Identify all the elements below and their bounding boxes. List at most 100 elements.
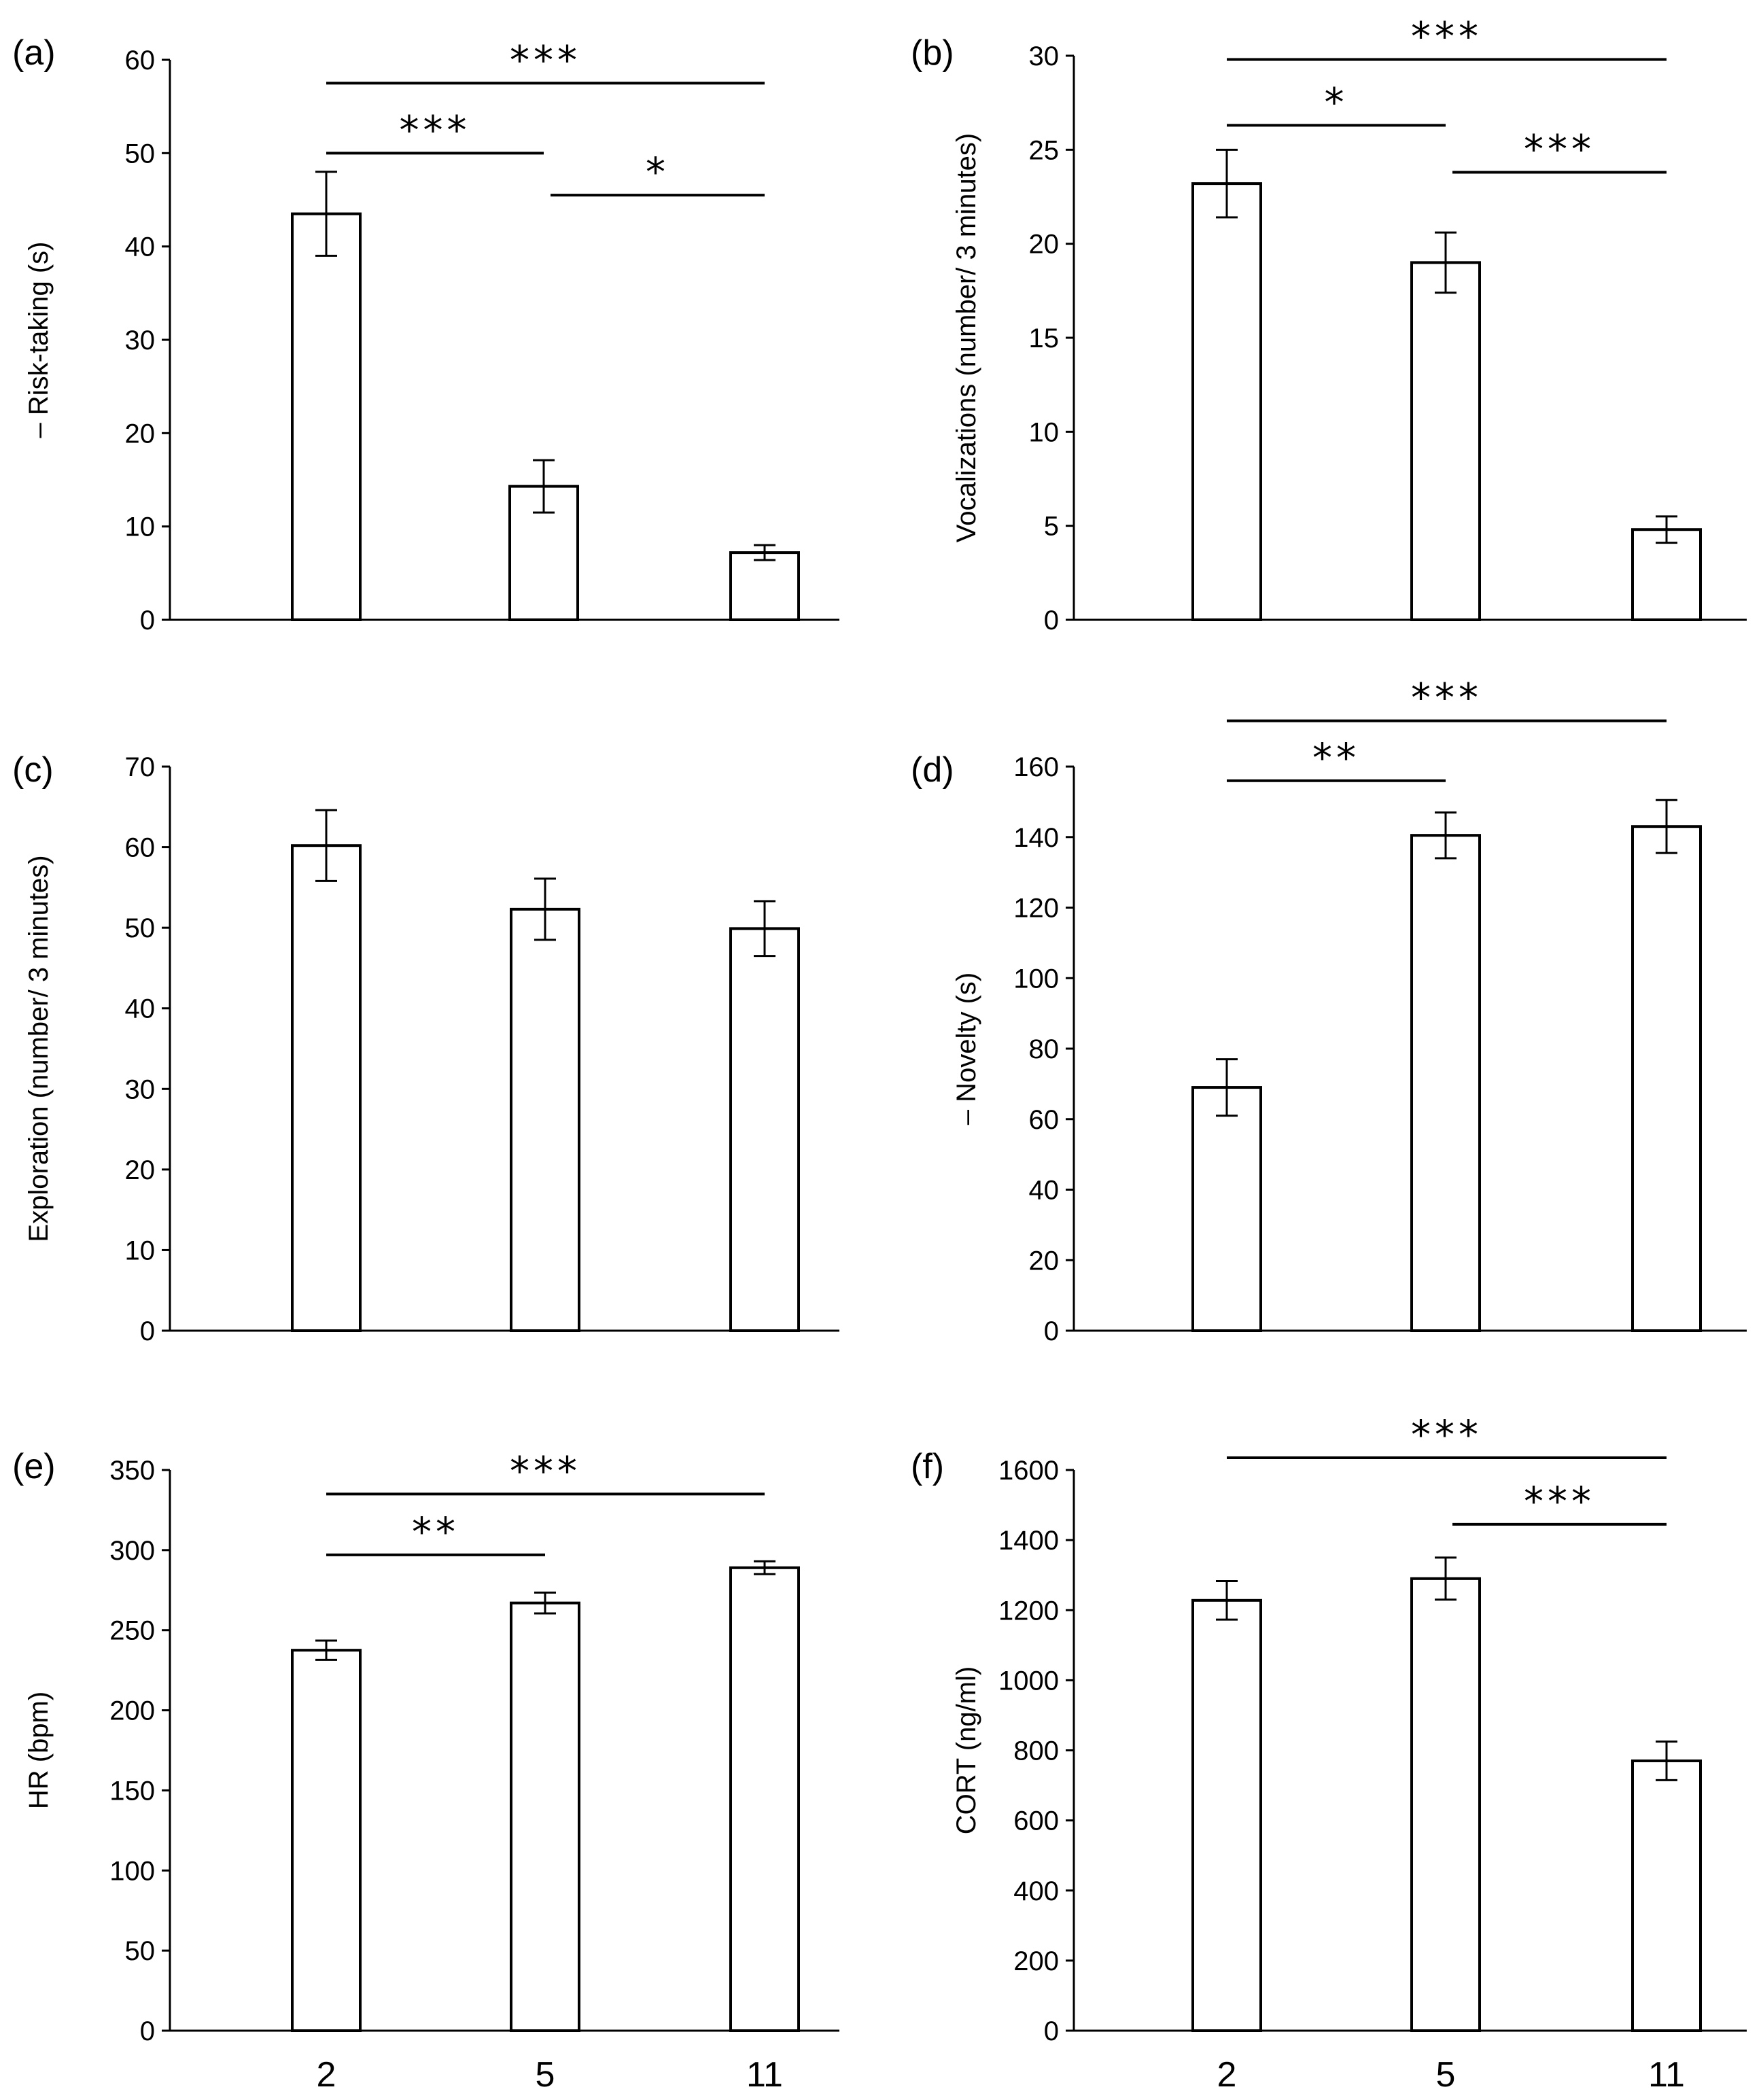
significance-stars: * xyxy=(646,149,669,195)
y-tick-label: 10 xyxy=(125,512,156,542)
y-axis-label: CORT (ng/ml) xyxy=(952,1666,981,1834)
y-tick-label: 20 xyxy=(1029,1246,1060,1276)
bar-2 xyxy=(1191,182,1262,621)
y-tick-label: 0 xyxy=(140,1316,155,1346)
y-tick-label: 60 xyxy=(125,833,156,863)
y-tick-label: 15 xyxy=(1029,323,1060,353)
chart-panel-b: (b) 0 5 10 15 20 25 30 Vocalizations (number/ 3 … xyxy=(911,14,1747,635)
significance-stars: *** xyxy=(1411,1412,1482,1458)
significance-stars: *** xyxy=(1524,126,1595,173)
y-tick-label: 50 xyxy=(125,139,156,169)
y-tick-label: 30 xyxy=(125,326,156,355)
bar-11 xyxy=(1631,1759,1702,2032)
bar-2 xyxy=(1191,1598,1262,2032)
bar-2 xyxy=(1191,1086,1262,1332)
y-tick-label: 0 xyxy=(140,606,155,635)
bar-11 xyxy=(729,551,800,621)
x-tick-label: 2 xyxy=(317,2055,336,2095)
bar-2 xyxy=(291,844,362,1332)
y-tick-label: 200 xyxy=(1013,1946,1059,1976)
y-tick-label: 0 xyxy=(140,2016,155,2046)
y-tick-label: 10 xyxy=(1029,417,1060,447)
chart-panel-f: (f) 0 200 400 600 800 1000 1200 1400 1600 CORT (ng… xyxy=(911,1412,1747,2095)
bar-5 xyxy=(1410,1577,1481,2032)
bar-11 xyxy=(1631,528,1702,622)
y-tick-label: 100 xyxy=(109,1856,155,1886)
y-tick-label: 70 xyxy=(125,752,156,782)
significance-stars: *** xyxy=(1411,14,1482,60)
bar-5 xyxy=(510,1601,580,2032)
y-tick-label: 50 xyxy=(125,913,156,943)
y-tick-label: 30 xyxy=(125,1074,156,1104)
y-axis-label: Exploration (number/ 3 minutes) xyxy=(24,855,54,1242)
y-tick-label: 10 xyxy=(125,1236,156,1265)
y-tick-label: 40 xyxy=(125,994,156,1024)
y-tick-label: 40 xyxy=(1029,1176,1060,1206)
y-tick-label: 1600 xyxy=(998,1456,1059,1486)
y-tick-label: 0 xyxy=(1044,606,1059,635)
bar-2 xyxy=(291,1649,362,2032)
y-tick-label: 250 xyxy=(109,1616,155,1646)
x-tick-label: 5 xyxy=(536,2055,555,2095)
bar-5 xyxy=(510,907,580,1333)
y-tick-label: 100 xyxy=(1013,964,1059,994)
y-tick-label: 1200 xyxy=(998,1596,1059,1626)
x-tick-label: 11 xyxy=(1648,2055,1685,2095)
y-axis-label: HR (bpm) xyxy=(24,1692,54,1809)
bar-5 xyxy=(1410,261,1481,622)
y-tick-label: 40 xyxy=(125,232,156,262)
panel-label: (e) xyxy=(12,1447,56,1486)
bar-11 xyxy=(1631,825,1702,1332)
y-tick-label: 20 xyxy=(125,1155,156,1185)
panel-label: (d) xyxy=(911,750,954,790)
y-axis-label: Vocalizations (number/ 3 minutes) xyxy=(952,133,981,543)
y-tick-label: 200 xyxy=(109,1696,155,1726)
y-tick-label: 80 xyxy=(1029,1034,1060,1064)
significance-stars: *** xyxy=(510,1448,581,1494)
significance-stars: *** xyxy=(1411,675,1482,721)
significance-stars: * xyxy=(1325,79,1348,125)
y-tick-label: 30 xyxy=(1029,41,1060,71)
y-tick-label: 0 xyxy=(1044,2016,1059,2046)
bar-11 xyxy=(729,1566,800,2032)
y-tick-label: 400 xyxy=(1013,1876,1059,1906)
y-tick-label: 140 xyxy=(1013,823,1059,853)
significance-stars: ** xyxy=(412,1509,459,1555)
significance-stars: *** xyxy=(1524,1478,1595,1524)
y-tick-label: 160 xyxy=(1013,752,1059,782)
panel-label: (b) xyxy=(911,33,954,73)
y-tick-label: 20 xyxy=(125,419,156,449)
y-tick-label: 600 xyxy=(1013,1806,1059,1836)
x-tick-label: 11 xyxy=(746,2055,783,2095)
y-tick-label: 50 xyxy=(125,1936,156,1966)
significance-stars: *** xyxy=(400,107,471,153)
panel-label: (f) xyxy=(911,1447,944,1486)
y-tick-label: 1400 xyxy=(998,1526,1059,1556)
significance-stars: *** xyxy=(510,37,581,83)
y-tick-label: 60 xyxy=(1029,1105,1060,1135)
bar-11 xyxy=(729,927,800,1333)
chart-panel-c: (c) 0 10 20 30 40 50 60 70 Exploration (number/ 3… xyxy=(12,750,839,1346)
y-tick-label: 350 xyxy=(109,1456,155,1486)
y-tick-label: 25 xyxy=(1029,135,1060,165)
y-tick-label: 150 xyxy=(109,1776,155,1806)
y-tick-label: 5 xyxy=(1044,512,1059,542)
y-tick-label: 0 xyxy=(1044,1316,1059,1346)
x-tick-label: 5 xyxy=(1436,2055,1456,2095)
panel-label: (c) xyxy=(12,750,54,790)
y-tick-label: 300 xyxy=(109,1536,155,1566)
y-axis-label: – Novelty (s) xyxy=(952,973,981,1125)
significance-stars: ** xyxy=(1312,735,1360,781)
y-tick-label: 1000 xyxy=(998,1666,1059,1696)
y-tick-label: 20 xyxy=(1029,230,1060,260)
y-tick-label: 800 xyxy=(1013,1736,1059,1766)
y-axis-label: – Risk-taking (s) xyxy=(24,242,54,438)
x-tick-label: 2 xyxy=(1217,2055,1237,2095)
panel-label: (a) xyxy=(12,33,56,73)
y-tick-label: 120 xyxy=(1013,894,1059,924)
